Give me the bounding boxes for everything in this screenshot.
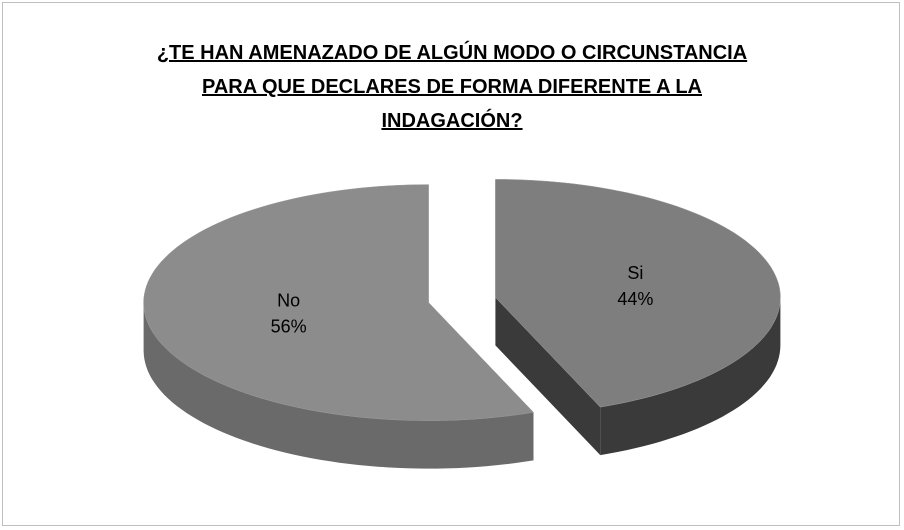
chart-title: ¿TE HAN AMENAZADO DE ALGÚN MODO O CIRCUN…: [156, 42, 748, 132]
pie-slice: Si 44%: [495, 179, 781, 456]
data-label-category: Si: [627, 263, 643, 283]
slice-side: [600, 297, 781, 456]
data-label-category: No: [277, 290, 300, 310]
slice-top: [495, 179, 781, 408]
slice-side: [143, 302, 534, 469]
slice-top: [143, 184, 535, 421]
pie-slice: No 56%: [143, 184, 535, 469]
data-label-value: 44%: [617, 289, 653, 309]
data-label-value: 56%: [271, 316, 307, 336]
slice-cut-face: [495, 297, 601, 456]
